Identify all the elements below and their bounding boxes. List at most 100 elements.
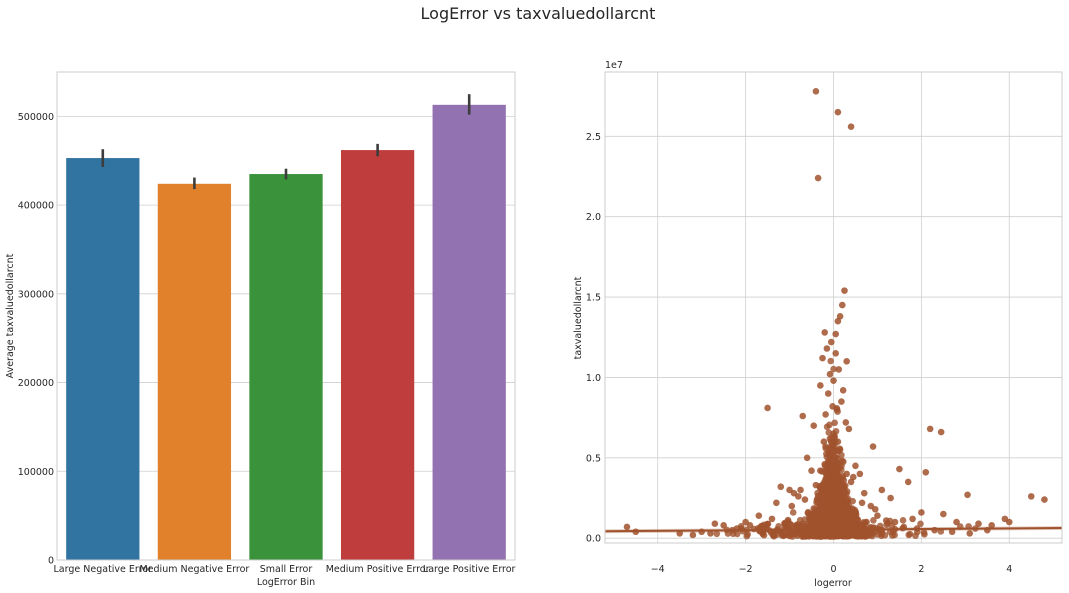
scatter-point	[838, 451, 845, 459]
scatter-chart-x-tick-labels: −4 −2 0 2 4	[651, 564, 1013, 575]
scatter-point	[804, 509, 812, 517]
bar	[66, 158, 140, 560]
scatter-point	[707, 530, 714, 537]
scatter-point	[797, 486, 804, 494]
scatter-point	[814, 174, 822, 182]
scatter-point	[838, 301, 846, 309]
figure-title: LogError vs taxvaluedollarcnt	[421, 4, 656, 23]
bar-chart-y-tick-label: 200000	[18, 378, 54, 389]
bar-chart-x-axis-label: LogError Bin	[257, 577, 315, 588]
scatter-point	[792, 522, 800, 529]
scatter-point	[813, 517, 821, 525]
scatter-chart: 0.00.51.01.52.02.5 −4 −2 0 2 4 1e7 logerror …	[573, 60, 1063, 589]
bar-chart-y-tick-labels: 0 100000 200000 300000 400000 500000	[18, 112, 54, 567]
scatter-point	[803, 454, 811, 462]
scatter-point	[834, 317, 842, 325]
scatter-point	[948, 528, 956, 536]
scatter-point	[843, 528, 851, 536]
scatter-point	[922, 468, 930, 476]
scatter-point	[827, 357, 835, 365]
bar-chart-x-tick-label: Medium Positive Error	[326, 564, 430, 575]
scatter-point	[817, 467, 824, 474]
scatter-chart-x-tick-label: 2	[918, 564, 924, 575]
scatter-point	[823, 345, 831, 352]
scatter-point	[966, 530, 974, 537]
scatter-point	[724, 530, 732, 537]
scatter-point	[851, 532, 859, 539]
scatter-point	[819, 354, 826, 362]
scatter-point	[852, 462, 859, 470]
scatter-point	[845, 425, 853, 433]
regression-line	[605, 527, 1062, 533]
scatter-point	[858, 499, 866, 507]
scatter-point	[840, 511, 847, 519]
scatter-point	[764, 404, 771, 412]
scatter-point	[905, 531, 913, 539]
scatter-point	[834, 108, 842, 116]
scatter-chart-y-offset-label: 1e7	[605, 60, 623, 71]
scatter-point	[795, 493, 802, 500]
scatter-point	[843, 470, 850, 478]
scatter-point	[755, 512, 763, 519]
scatter-point	[847, 478, 855, 486]
scatter-chart-y-tick-label: 1.0	[586, 373, 601, 384]
scatter-point	[788, 502, 796, 510]
scatter-chart-points	[623, 87, 1048, 540]
bar-chart-y-tick-label: 300000	[18, 289, 54, 300]
bar-chart-x-tick-label: Medium Negative Error	[139, 564, 249, 575]
scatter-point	[824, 390, 832, 397]
scatter-point	[838, 398, 845, 405]
scatter-point	[917, 520, 924, 528]
bar-chart-x-tick-label: Large Negative Error	[54, 564, 153, 575]
scatter-point	[891, 518, 899, 526]
bar-chart-x-tick-label: Large Positive Error	[423, 564, 516, 575]
bar-chart-error-bars	[101, 94, 471, 190]
scatter-point	[832, 330, 839, 338]
scatter-point	[1041, 496, 1048, 503]
scatter-point	[953, 518, 960, 526]
scatter-point	[853, 515, 861, 523]
scatter-point	[777, 483, 785, 491]
scatter-point	[835, 478, 843, 486]
scatter-point	[874, 512, 881, 519]
scatter-point	[918, 509, 925, 516]
scatter-point	[801, 532, 808, 540]
scatter-point	[810, 422, 818, 429]
scatter-point	[789, 509, 797, 516]
scatter-point	[773, 499, 780, 507]
scatter-point	[833, 497, 840, 505]
scatter-point	[822, 445, 830, 452]
scatter-chart-gridlines	[605, 72, 1062, 543]
scatter-point	[822, 411, 829, 418]
scatter-point	[836, 446, 844, 454]
scatter-point	[871, 505, 879, 513]
bar-chart-y-axis-label: Average taxvaluedollarcnt	[5, 253, 16, 378]
scatter-point	[863, 518, 870, 526]
scatter-point	[842, 419, 850, 426]
scatter-point	[1027, 493, 1035, 500]
scatter-point	[812, 532, 820, 540]
scatter-point	[839, 386, 847, 394]
scatter-point	[860, 489, 868, 497]
scatter-point	[856, 470, 864, 478]
bar-chart: 0 100000 200000 300000 400000 500000 Large Ne…	[5, 71, 516, 588]
scatter-point	[838, 457, 846, 465]
scatter-point	[853, 522, 861, 530]
scatter-point	[784, 531, 792, 539]
scatter-point	[819, 489, 826, 497]
scatter-point	[743, 532, 751, 540]
scatter-point	[822, 503, 830, 510]
scatter-point	[826, 370, 834, 378]
scatter-point	[801, 496, 809, 503]
scatter-chart-y-tick-label: 2.0	[586, 212, 601, 223]
scatter-point	[870, 517, 877, 524]
scatter-point	[964, 491, 971, 499]
scatter-point	[832, 529, 839, 537]
scatter-point	[826, 421, 833, 429]
bar-chart-y-tick-label: 100000	[18, 467, 54, 478]
bar	[249, 174, 323, 560]
scatter-point	[852, 510, 859, 518]
scatter-point	[799, 412, 807, 420]
scatter-point	[864, 529, 872, 537]
